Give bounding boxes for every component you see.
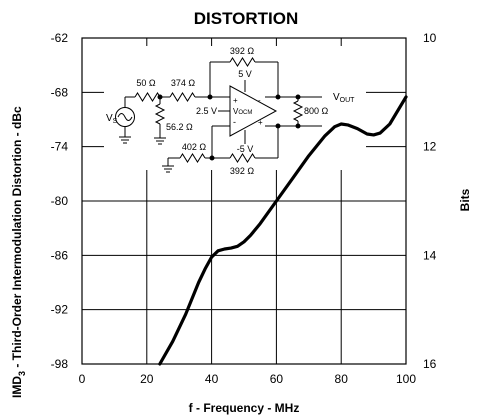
x-tick-label: 80 — [335, 372, 349, 386]
label-r-feedback-top: 392 Ω — [230, 46, 255, 56]
amp-label: VOCM — [233, 107, 252, 116]
y2-tick-label: 12 — [423, 140, 437, 154]
source-label-sub: S — [113, 118, 118, 125]
resistor-392-bottom-icon — [229, 153, 256, 163]
y-axis-label-rest: - Third-Order Intermodulation Distortion… — [10, 106, 24, 371]
label-r-load: 800 Ω — [304, 106, 329, 116]
x-tick-label: 0 — [79, 372, 86, 386]
label-supply-neg: -5 V — [237, 144, 254, 154]
output-label-sub: OUT — [340, 97, 356, 104]
y-tick-label: -74 — [51, 140, 69, 154]
label-supply-pos: 5 V — [238, 69, 252, 79]
amp-plus-out-sign: + — [258, 118, 263, 127]
node-dot — [209, 155, 215, 161]
amp-plus-sign: + — [233, 96, 238, 105]
y2-tick-label: 16 — [423, 357, 437, 371]
x-axis-label: f - Frequency - MHz — [189, 401, 300, 415]
label-r-termination: 56.2 Ω — [166, 122, 193, 132]
y2-tick-label: 10 — [423, 31, 437, 45]
output-label: VOUT — [333, 92, 355, 104]
amp-minus-out-sign: - — [258, 96, 261, 105]
y-tick-label: -98 — [51, 357, 69, 371]
x-tick-label: 60 — [270, 372, 284, 386]
label-r-input-bottom: 402 Ω — [182, 142, 207, 152]
chart-title: DISTORTION — [194, 9, 299, 28]
imd-series-line — [158, 95, 408, 366]
plot-frame — [81, 37, 407, 365]
label-r-source: 50 Ω — [136, 78, 156, 88]
y-tick-label: -92 — [51, 303, 69, 317]
amp-label-sub: OCM — [238, 110, 252, 116]
resistor-56-icon — [154, 103, 166, 125]
ground-icon — [162, 165, 174, 173]
output-label-main: V — [333, 92, 340, 103]
y-tick-label: -80 — [51, 194, 69, 208]
y2-tick-label: 14 — [423, 248, 437, 262]
resistor-800-icon — [292, 100, 304, 122]
y-tick-labels: -62 -68 -74 -80 -86 -92 -98 — [51, 31, 69, 371]
label-r-feedback-bottom: 392 Ω — [230, 166, 255, 176]
circuit-labels: 392 Ω 392 Ω 50 Ω 374 Ω 402 Ω 56.2 Ω 800 … — [106, 46, 355, 176]
circuit-schematic — [104, 46, 366, 173]
y-axis-label-sub: 3 — [17, 371, 27, 376]
resistor-392-top-icon — [229, 57, 256, 67]
y-tick-label: -68 — [51, 85, 69, 99]
x-tick-labels: 0 20 40 60 80 100 — [79, 372, 417, 386]
y2-axis-label: Bits — [458, 188, 472, 211]
source-label: VS — [106, 113, 118, 125]
sine-wave-icon — [117, 113, 133, 121]
y-axis-label: IMD3 - Third-Order Intermodulation Disto… — [10, 106, 27, 398]
node-dot — [207, 94, 213, 100]
y2-tick-labels: 10 12 14 16 — [423, 31, 437, 371]
amp-label-main: V — [233, 107, 239, 116]
x-tick-label: 100 — [396, 372, 416, 386]
label-r-input-top: 374 Ω — [171, 78, 196, 88]
node-dot — [275, 123, 281, 129]
source-label-main: V — [106, 113, 113, 124]
label-vocm-voltage: 2.5 V — [196, 106, 217, 116]
resistor-50-icon — [134, 92, 161, 102]
ground-icon — [119, 136, 131, 144]
ground-icon — [154, 137, 166, 145]
resistor-402-icon — [179, 153, 206, 163]
y-tick-label: -62 — [51, 31, 69, 45]
node-dot — [275, 94, 281, 100]
resistor-374-icon — [169, 92, 196, 102]
y-tick-label: -86 — [51, 248, 69, 262]
amp-minus-sign: - — [233, 117, 236, 127]
x-tick-label: 40 — [205, 372, 219, 386]
x-tick-label: 20 — [140, 372, 154, 386]
y-axis-label-main: IMD — [10, 376, 24, 398]
